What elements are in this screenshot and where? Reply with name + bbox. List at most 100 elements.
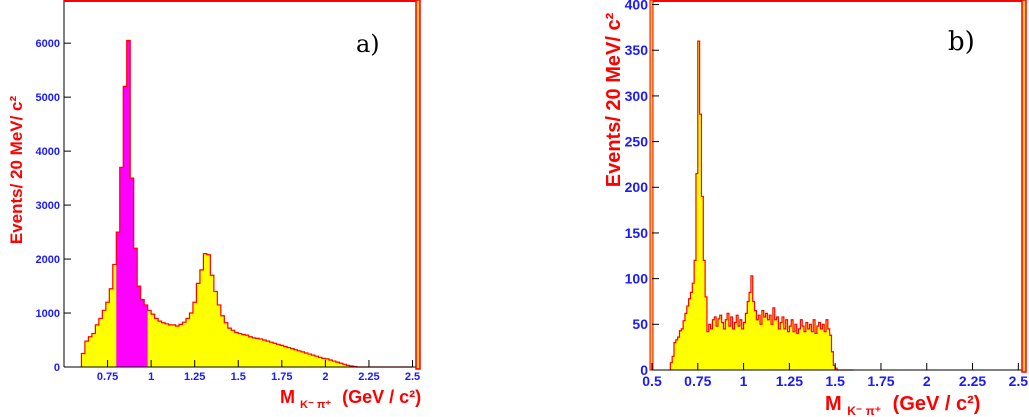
b-bar — [707, 332, 709, 370]
b-bar — [716, 326, 718, 370]
a-bar — [263, 340, 267, 367]
b-bar — [738, 326, 740, 370]
a-bar — [311, 355, 315, 367]
a-bar — [162, 323, 166, 367]
b-bar — [778, 329, 780, 370]
a-x-tick-label: 0.75 — [97, 371, 118, 383]
a-bar — [151, 314, 155, 367]
panel-a-histogram: 0 1000 2000 3000 4000 5000 6000 0.75 1 1.25 1.5 1.… — [7, 0, 421, 412]
b-bar — [808, 329, 810, 370]
b-y-tick-label: 300 — [625, 88, 649, 104]
b-y-tick-label: 350 — [625, 42, 649, 58]
a-x-tick-label: 1.25 — [184, 371, 205, 383]
b-bar — [734, 322, 736, 370]
a-bar — [221, 316, 225, 367]
a-right-border — [416, 0, 420, 369]
a-bar — [284, 346, 288, 367]
a-bar — [144, 305, 148, 367]
b-bar — [775, 320, 777, 370]
a-bar — [158, 321, 162, 367]
b-x-tick-label: 2.25 — [959, 373, 986, 389]
b-x-tick-label: 1.5 — [825, 373, 845, 389]
a-y-tick-label: 6000 — [36, 38, 60, 50]
b-bar — [692, 283, 694, 370]
a-x-tick-label: 1 — [148, 371, 154, 383]
panel-b-x-label-units: (GeV / c²) — [893, 393, 981, 415]
panel-a-x-label-sub: K⁻ π⁺ — [300, 399, 331, 411]
panel-b-histogram: 050100150200250300350400 0.5 0.75 1 1.25 1.5… — [603, 0, 1028, 417]
b-bar — [749, 292, 751, 370]
b-bar — [756, 320, 758, 370]
panel-b-bars — [670, 41, 853, 370]
a-bar — [92, 334, 96, 367]
b-bar — [744, 322, 746, 370]
b-y-tick-label: 100 — [625, 271, 649, 287]
b-bar — [685, 313, 687, 370]
panel-a-y-ticks: 0100020003000400050006000 — [36, 38, 71, 374]
a-bar — [203, 254, 207, 367]
b-right-border — [1022, 0, 1026, 372]
b-bar — [760, 324, 762, 370]
a-bar — [242, 335, 246, 367]
b-y-tick-label: 150 — [625, 225, 649, 241]
a-bar — [189, 313, 193, 367]
a-y-tick-label: 3000 — [36, 200, 60, 212]
panel-a-bars — [81, 40, 412, 367]
b-bar — [784, 329, 786, 370]
a-y-tick-label: 4000 — [36, 146, 60, 158]
a-bar — [298, 351, 302, 367]
b-bar — [811, 332, 813, 370]
panel-b-label: b) — [948, 27, 975, 57]
a-y-tick-label: 5000 — [36, 92, 60, 104]
b-bar — [720, 315, 722, 370]
panel-b-x-label-sub: K⁻ π⁺ — [847, 404, 881, 417]
b-bar — [690, 292, 692, 370]
b-x-tick-label: 2.5 — [1009, 373, 1029, 389]
a-bar — [256, 338, 260, 367]
a-bar — [291, 349, 295, 367]
b-bar — [729, 326, 731, 370]
panel-a-y-axis-label: Events/ 20 MeV/ c² — [7, 95, 26, 244]
b-y-tick-label: 400 — [625, 0, 649, 12]
b-x-tick-label: 1 — [740, 373, 748, 389]
b-bar — [676, 340, 678, 370]
b-bar — [799, 329, 801, 370]
b-bar — [767, 320, 769, 370]
b-x-tick-label: 0.75 — [684, 373, 711, 389]
a-x-tick-label: 1.75 — [271, 371, 292, 383]
a-bar — [249, 337, 253, 367]
b-bar — [711, 329, 713, 370]
a-bar — [186, 318, 190, 367]
b-y-tick-label: 50 — [632, 316, 648, 332]
a-bar — [148, 310, 152, 367]
a-x-tick-label: 2.5 — [405, 371, 420, 383]
a-bar — [155, 318, 159, 367]
a-bar — [179, 324, 183, 367]
b-bar — [687, 306, 689, 370]
a-bar — [200, 270, 204, 367]
b-bar — [764, 317, 766, 370]
b-bar — [819, 322, 821, 370]
a-bar — [301, 352, 305, 367]
b-bar — [815, 333, 817, 370]
b-bar — [793, 332, 795, 370]
a-x-tick-label: 2.25 — [358, 371, 379, 383]
a-bar — [252, 338, 256, 367]
panel-a-x-axis-label: M K⁻ π⁺ (GeV / c²) — [280, 387, 421, 412]
a-bar — [183, 322, 187, 367]
b-bar — [753, 301, 755, 370]
a-bar — [277, 344, 281, 367]
a-bar — [165, 324, 169, 367]
panel-b-y-ticks: 050100150200250300350400 — [625, 0, 659, 378]
b-bar — [771, 324, 773, 370]
a-bar — [141, 300, 145, 367]
panel-a-x-label-units: (GeV / c²) — [342, 387, 421, 407]
b-x-tick-label: 2 — [923, 373, 931, 389]
b-x-tick-label: 0.5 — [642, 373, 662, 389]
b-bar — [780, 322, 782, 370]
a-y-tick-label: 2000 — [36, 254, 60, 266]
b-bar — [723, 329, 725, 370]
a-bar — [245, 335, 249, 367]
b-left-border — [650, 0, 653, 370]
